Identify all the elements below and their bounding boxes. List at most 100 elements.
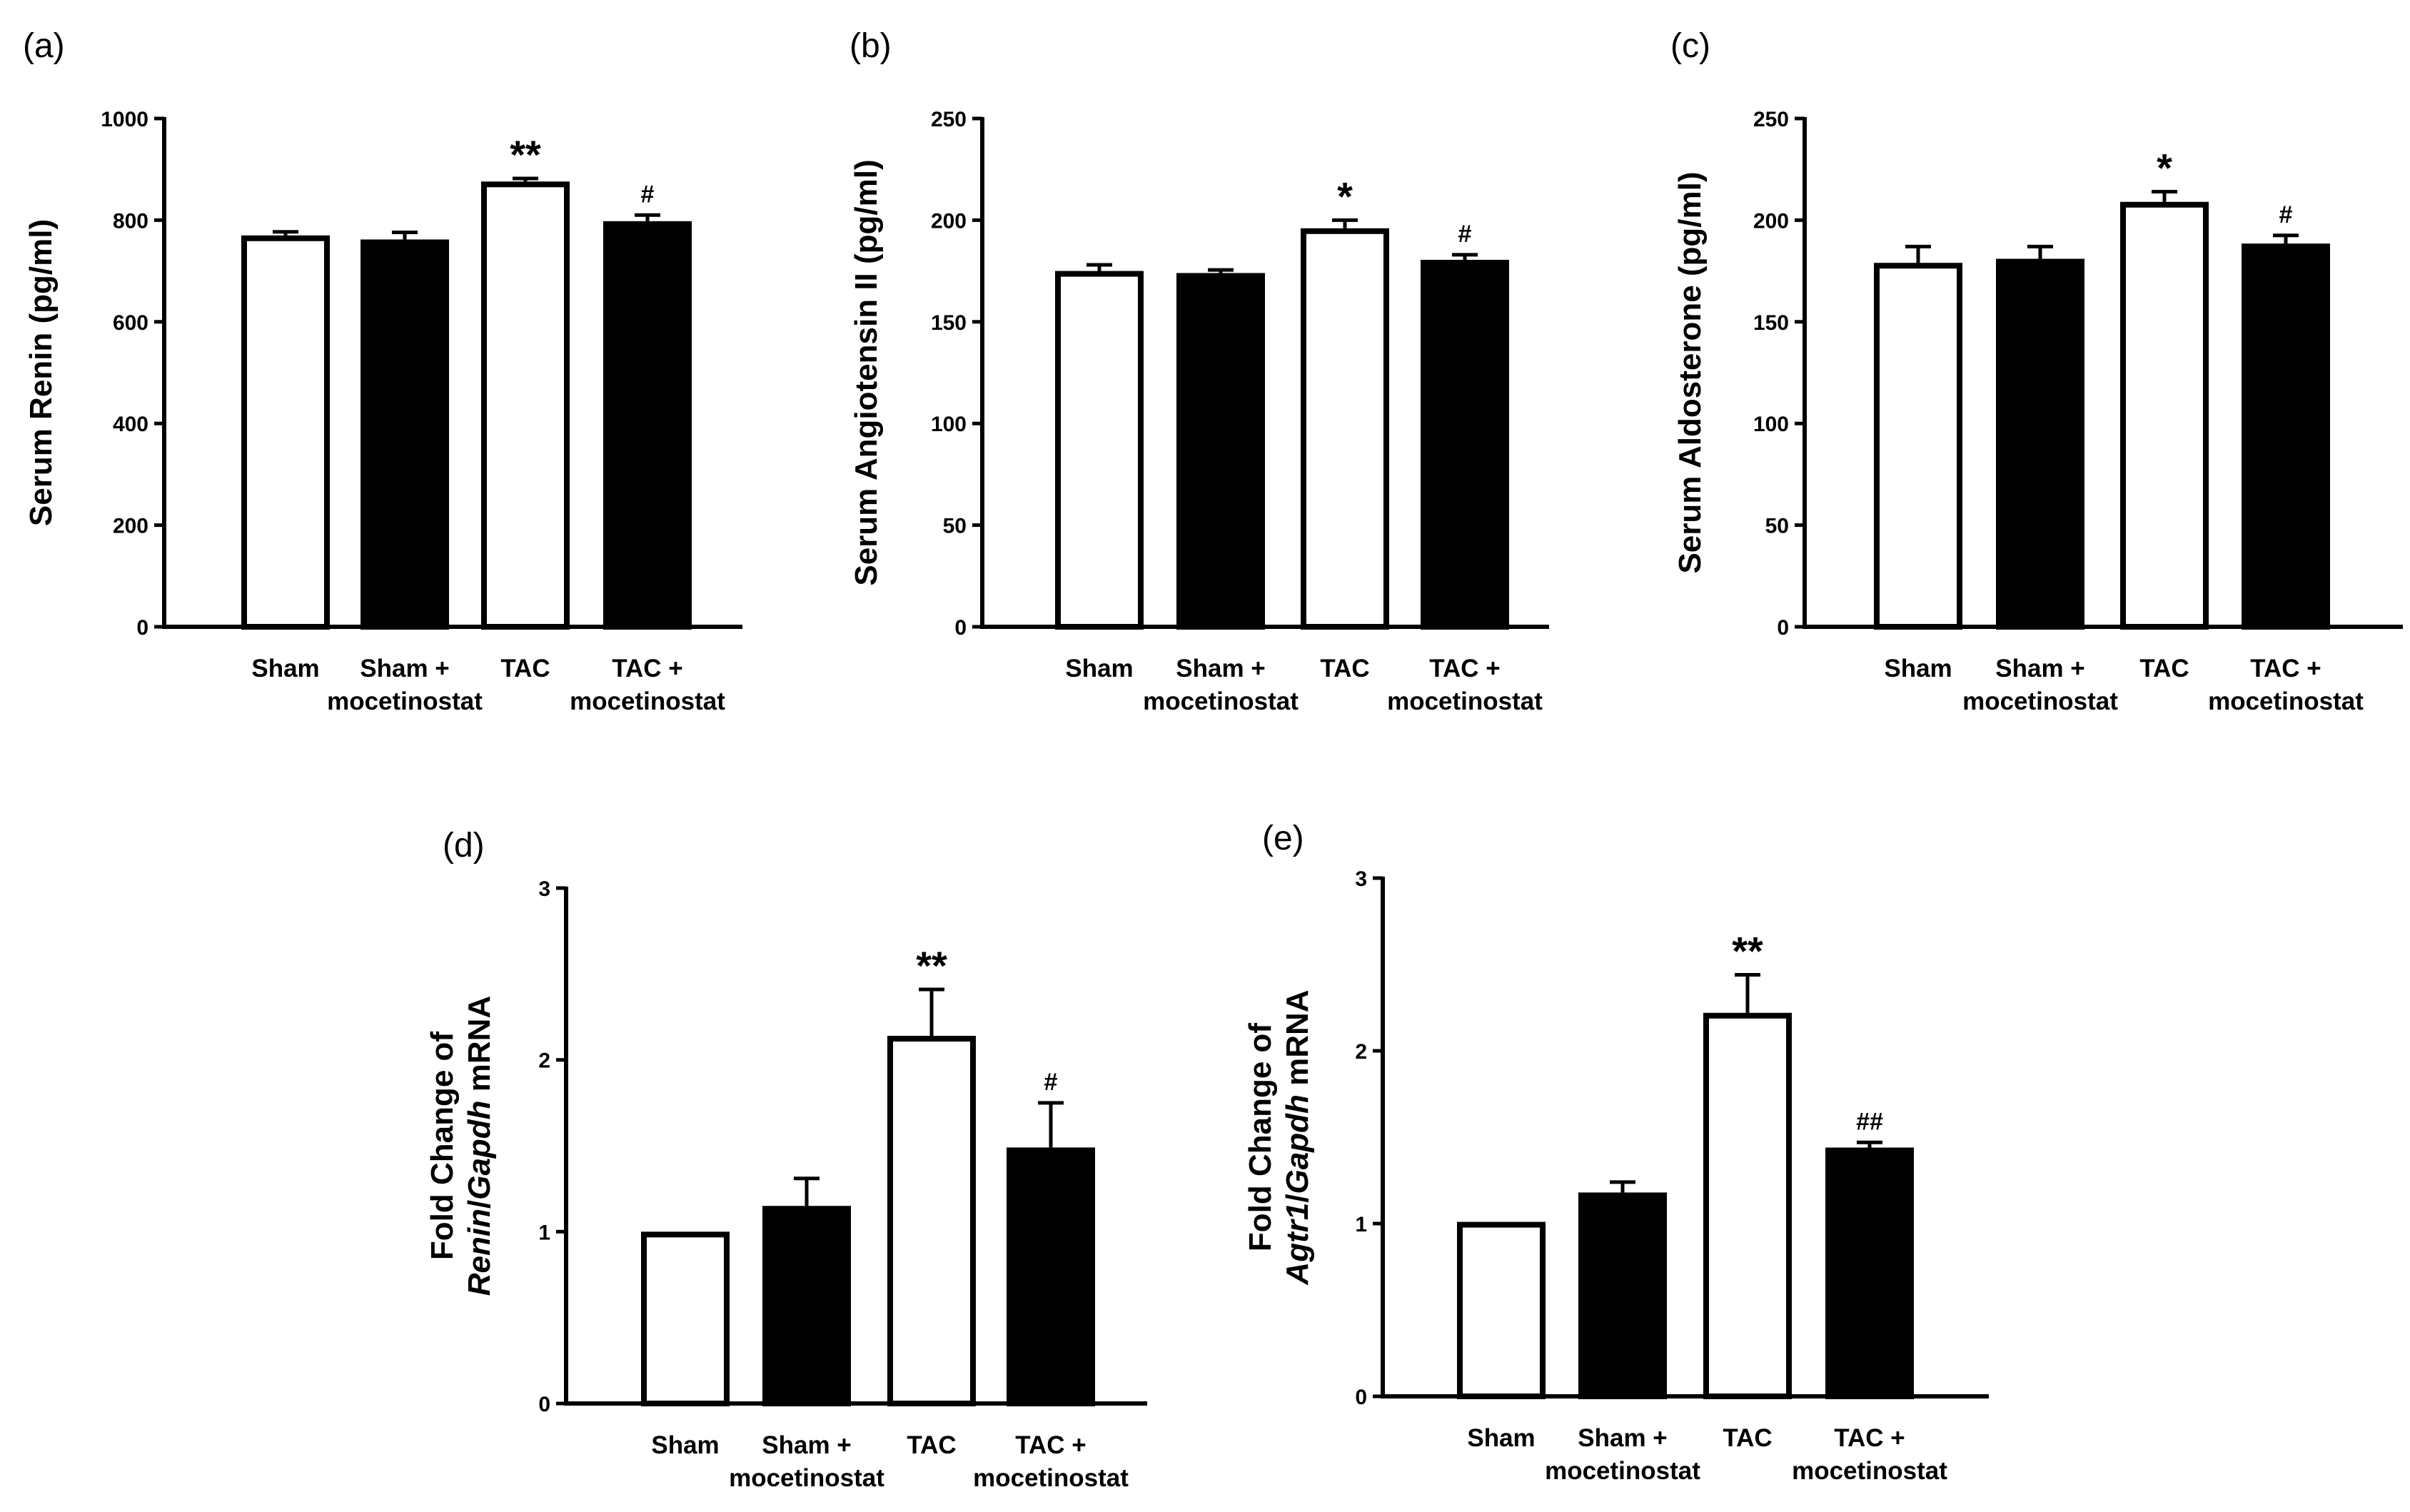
- x-category-label: Sham +: [762, 1431, 851, 1459]
- y-tick-label: 200: [113, 515, 148, 538]
- bar: [481, 181, 570, 630]
- x-category-label: mocetinostat: [1387, 687, 1543, 715]
- significance-marker: #: [1044, 1069, 1058, 1096]
- x-category-label: mocetinostat: [1792, 1457, 1947, 1485]
- bar: [1007, 1147, 1095, 1406]
- x-category-label: mocetinostat: [1962, 687, 2118, 715]
- x-category-label: TAC: [1723, 1424, 1772, 1452]
- x-category-label: TAC +: [2250, 655, 2321, 682]
- bar: [641, 1231, 730, 1407]
- y-tick-label: 2: [538, 1049, 550, 1073]
- bar: [1703, 1012, 1792, 1399]
- y-axis-label: Serum Renin (pg/ml): [24, 219, 59, 526]
- y-tick-label: 0: [1777, 616, 1789, 640]
- x-category-label: Sham +: [1578, 1424, 1667, 1452]
- y-tick-label: 200: [931, 209, 967, 233]
- bar: [887, 1035, 976, 1407]
- chart-panel-d: (d) 0 1 2 3 Fold Change ofRenin/Gapdh mRNA Sha…: [425, 827, 1147, 1492]
- y-tick-label: 150: [931, 311, 967, 335]
- bar: [1421, 259, 1509, 630]
- x-category-label: Sham +: [360, 655, 449, 682]
- y-tick-label: 600: [113, 311, 148, 335]
- y-axis-label-line: Fold Change of: [425, 1032, 460, 1261]
- x-category-label: TAC: [500, 655, 550, 682]
- y-tick-label: 3: [538, 877, 550, 901]
- x-category-label: Sham: [251, 655, 319, 682]
- bar: [603, 221, 692, 630]
- y-tick-label: 0: [538, 1393, 550, 1416]
- y-tick-label: 3: [1355, 867, 1367, 891]
- x-category-label: Sham: [1065, 655, 1133, 682]
- panel-label: (b): [849, 27, 892, 65]
- bar: [1301, 228, 1389, 630]
- y-tick-label: 100: [931, 413, 967, 436]
- bar: [2242, 243, 2330, 630]
- x-category-label: Sham +: [1995, 655, 2084, 682]
- y-tick-label: 2: [1355, 1040, 1367, 1064]
- y-tick-label: 1: [538, 1221, 550, 1244]
- x-category-label: Sham: [1467, 1424, 1535, 1452]
- y-tick-label: 200: [1753, 209, 1789, 233]
- significance-marker: **: [1732, 929, 1763, 974]
- chart-panel-b: (b) 0 50 100 150 200 250 Serum Angiotensin II (…: [849, 27, 1549, 715]
- bar: [1176, 273, 1265, 630]
- significance-marker: #: [641, 181, 655, 208]
- x-category-label: mocetinostat: [1545, 1457, 1700, 1485]
- y-tick-label: 250: [1753, 108, 1789, 131]
- significance-marker: **: [916, 943, 947, 988]
- x-category-label: TAC: [1320, 655, 1369, 682]
- x-category-label: mocetinostat: [327, 687, 483, 715]
- x-category-label: TAC: [2139, 655, 2189, 682]
- x-category-label: mocetinostat: [973, 1464, 1129, 1492]
- x-category-label: mocetinostat: [1143, 687, 1299, 715]
- y-axis-label-line: Fold Change of: [1243, 1023, 1278, 1252]
- bar: [2120, 201, 2209, 630]
- y-tick-label: 1000: [101, 108, 148, 131]
- significance-marker: #: [1458, 221, 1472, 248]
- x-category-label: TAC +: [1429, 655, 1501, 682]
- y-tick-label: 800: [113, 209, 148, 233]
- panel-label: (e): [1262, 820, 1304, 857]
- x-category-label: TAC +: [1834, 1424, 1905, 1452]
- x-category-label: mocetinostat: [729, 1464, 884, 1492]
- x-category-label: TAC +: [1015, 1431, 1086, 1459]
- significance-marker: #: [2279, 201, 2293, 228]
- bar: [762, 1206, 851, 1406]
- significance-marker: **: [510, 132, 541, 177]
- y-tick-label: 0: [136, 616, 148, 640]
- panel-label: (a): [23, 27, 65, 65]
- y-axis-label: Fold Change ofAgtr1/Gapdh mRNA: [1243, 989, 1315, 1285]
- y-tick-label: 1: [1355, 1213, 1367, 1236]
- chart-panel-c: (c) 0 50 100 150 200 250 Serum Aldosterone (pg/…: [1670, 27, 2403, 715]
- x-category-label: mocetinostat: [2208, 687, 2364, 715]
- x-category-label: Sham +: [1176, 655, 1265, 682]
- x-category-label: TAC: [907, 1431, 956, 1459]
- chart-panel-e: (e) 0 1 2 3 Fold Change ofAgtr1/Gapdh mRNA Sha…: [1243, 820, 1989, 1485]
- chart-panel-a: (a) 0 200 400 600 800 1000 Serum Renin (pg/ml) S…: [23, 27, 742, 715]
- bar: [1457, 1221, 1546, 1399]
- y-tick-label: 50: [1765, 515, 1789, 538]
- y-tick-label: 50: [943, 515, 967, 538]
- bar: [1996, 258, 2084, 630]
- bar: [1874, 263, 1962, 630]
- bar: [241, 235, 330, 630]
- x-category-label: Sham: [1884, 655, 1952, 682]
- bar: [1055, 271, 1144, 630]
- panel-label: (c): [1670, 27, 1710, 65]
- bar: [361, 239, 449, 630]
- x-category-label: Sham: [651, 1431, 719, 1459]
- bar: [1825, 1147, 1914, 1400]
- y-tick-label: 150: [1753, 311, 1789, 335]
- panel-label: (d): [443, 827, 485, 865]
- y-tick-label: 0: [1355, 1386, 1367, 1409]
- bar: [1578, 1192, 1667, 1399]
- y-axis-label: Fold Change ofRenin/Gapdh mRNA: [425, 996, 497, 1296]
- y-tick-label: 400: [113, 413, 148, 436]
- x-category-label: mocetinostat: [570, 687, 725, 715]
- y-axis-label-line: Agtr1/Gapdh mRNA: [1280, 989, 1315, 1285]
- significance-marker: *: [1337, 173, 1353, 218]
- significance-marker: *: [2157, 146, 2172, 191]
- x-category-label: TAC +: [612, 655, 683, 682]
- y-axis-label: Serum Aldosterone (pg/ml): [1673, 171, 1708, 573]
